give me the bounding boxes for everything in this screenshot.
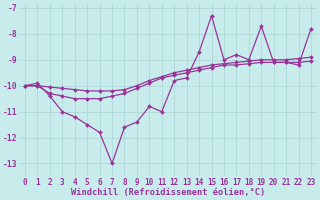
X-axis label: Windchill (Refroidissement éolien,°C): Windchill (Refroidissement éolien,°C) [71,188,265,197]
